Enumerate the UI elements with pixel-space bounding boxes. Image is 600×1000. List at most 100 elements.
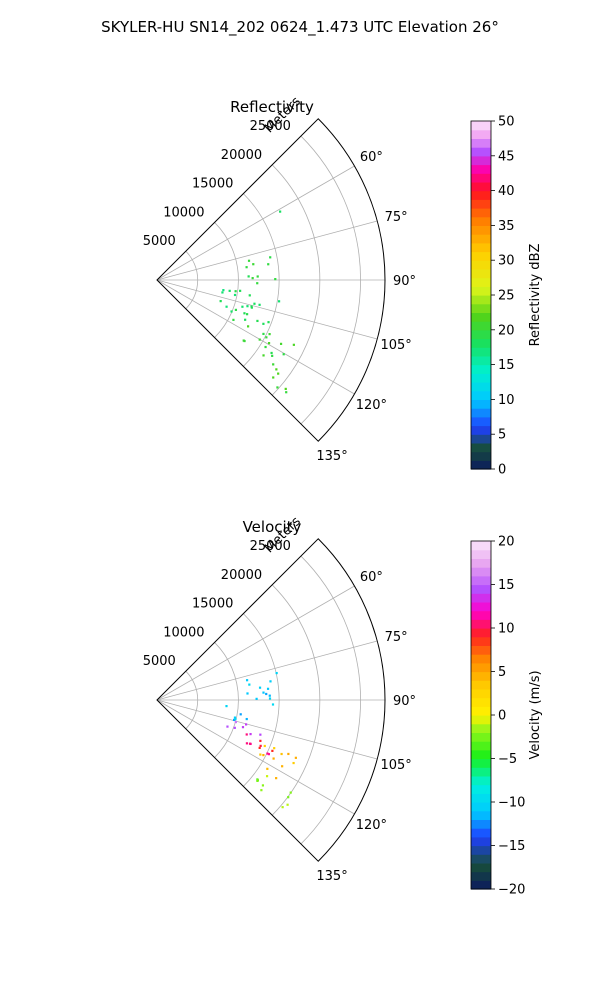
colorbar-label: Reflectivity dBZ [528, 244, 543, 347]
echo-gate [273, 747, 276, 750]
colorbar-tick-label: 50 [498, 115, 515, 130]
echo-gate [267, 321, 270, 324]
echo-gate [244, 318, 247, 321]
colorbar-segment [471, 181, 491, 192]
echo-gate [292, 343, 295, 346]
echo-gate [285, 391, 288, 394]
colorbar-segment [471, 260, 491, 270]
colorbar-segment [471, 155, 491, 166]
colorbar-segment [471, 645, 491, 655]
echo-gate [234, 720, 238, 724]
colorbar-tick-label: 0 [498, 463, 506, 478]
colorbar-segment [471, 802, 491, 812]
echo-gate [287, 796, 290, 799]
colorbar-label: Velocity (m/s) [528, 670, 543, 759]
radial-tick-label: 5000 [143, 234, 176, 249]
echo-gate [263, 744, 266, 748]
figure-suptitle: SKYLER-HU SN14_202 0624_1.473 UTC Elevat… [101, 18, 499, 37]
echo-gate [275, 777, 278, 780]
grid-spoke [156, 640, 378, 701]
radial-tick-label: 15000 [192, 177, 233, 192]
angle-tick-label: 60° [360, 570, 383, 585]
colorbar-segment [471, 784, 491, 794]
echo-gate [270, 351, 273, 355]
echo-gate [233, 716, 237, 719]
colorbar-tick-label: −10 [498, 796, 525, 811]
angle-tick-label: 90° [393, 274, 416, 289]
colorbar-segment [471, 338, 491, 348]
echo-gate [245, 717, 248, 721]
echo-gate [258, 338, 261, 341]
colorbar-segment [471, 871, 491, 881]
angle-tick-label: 75° [385, 630, 408, 645]
colorbar-tick-label: 20 [498, 535, 515, 550]
colorbar-segment [471, 355, 491, 366]
colorbar-segment [471, 321, 491, 331]
panel-reflectivity: Reflectivity 5000 10000 15000 20000 25000 60° 7… [143, 94, 543, 477]
colorbar-tick-label: 0 [498, 709, 506, 724]
grid-spoke [156, 699, 355, 815]
echo-gate [258, 686, 262, 689]
echo-region [277, 300, 281, 303]
echo-gate [259, 739, 262, 742]
echo-gate [268, 697, 272, 700]
radial-tick-label: 20000 [221, 148, 262, 163]
echo-gate [243, 312, 246, 315]
echo-gate [287, 752, 290, 756]
echo-gate [266, 767, 269, 770]
echo-gate [249, 732, 252, 736]
echo-gate [222, 289, 225, 292]
colorbar-segment [471, 662, 491, 673]
colorbar-tick-label: 15 [498, 358, 515, 373]
colorbar-segment [471, 173, 491, 183]
radial-tick-label: 20000 [221, 568, 262, 583]
colorbar-segment [471, 706, 491, 716]
colorbar-segment [471, 460, 491, 470]
colorbar-segment [471, 575, 491, 586]
echo-region [221, 289, 251, 297]
echo-gate [279, 342, 283, 345]
echo-gate [256, 779, 259, 782]
echo-gate [281, 765, 284, 768]
colorbar-segment [471, 416, 491, 427]
panel-velocity: Velocity 5000 10000 15000 20000 25000 60° 75° 90… [143, 514, 543, 897]
echo-gate [292, 761, 295, 765]
panel-title: Velocity [243, 518, 302, 536]
radial-tick-label: 10000 [163, 205, 204, 220]
colorbar-segment [471, 671, 491, 681]
colorbar-segment [471, 303, 491, 313]
echo-region [259, 744, 297, 780]
echo-gate [269, 680, 272, 683]
colorbar-segment [471, 610, 491, 620]
echo-gate [256, 275, 259, 278]
angle-tick-label: 60° [360, 150, 383, 165]
echo-gate [248, 742, 252, 745]
echo-gate [228, 289, 231, 292]
angle-tick-label: 120° [356, 398, 387, 413]
echo-gate [248, 294, 251, 297]
echo-gate [277, 300, 281, 303]
colorbar-segment [471, 295, 491, 305]
echo-gate [226, 725, 229, 728]
colorbar-segment [471, 854, 491, 864]
colorbar-segment [471, 688, 491, 699]
echo-gate [251, 277, 254, 280]
echo-gate [260, 789, 263, 792]
angle-tick-label: 75° [385, 210, 408, 225]
echo-gate [262, 322, 265, 325]
echo-gate [262, 354, 265, 357]
colorbar-tick-label: 25 [498, 289, 515, 304]
colorbar-segment [471, 732, 491, 742]
echo-gate [259, 744, 262, 747]
echo-gate [269, 256, 272, 259]
echo-gate [252, 263, 255, 266]
echo-gate [225, 305, 228, 308]
echo-gate [233, 293, 237, 297]
echo-gate [267, 753, 270, 756]
colorbar-segment [471, 680, 491, 690]
colorbar-segment [471, 425, 491, 435]
echo-gate [272, 376, 275, 379]
colorbar-segment [471, 225, 491, 235]
colorbar-segment [471, 862, 491, 873]
echo-region [232, 318, 295, 366]
